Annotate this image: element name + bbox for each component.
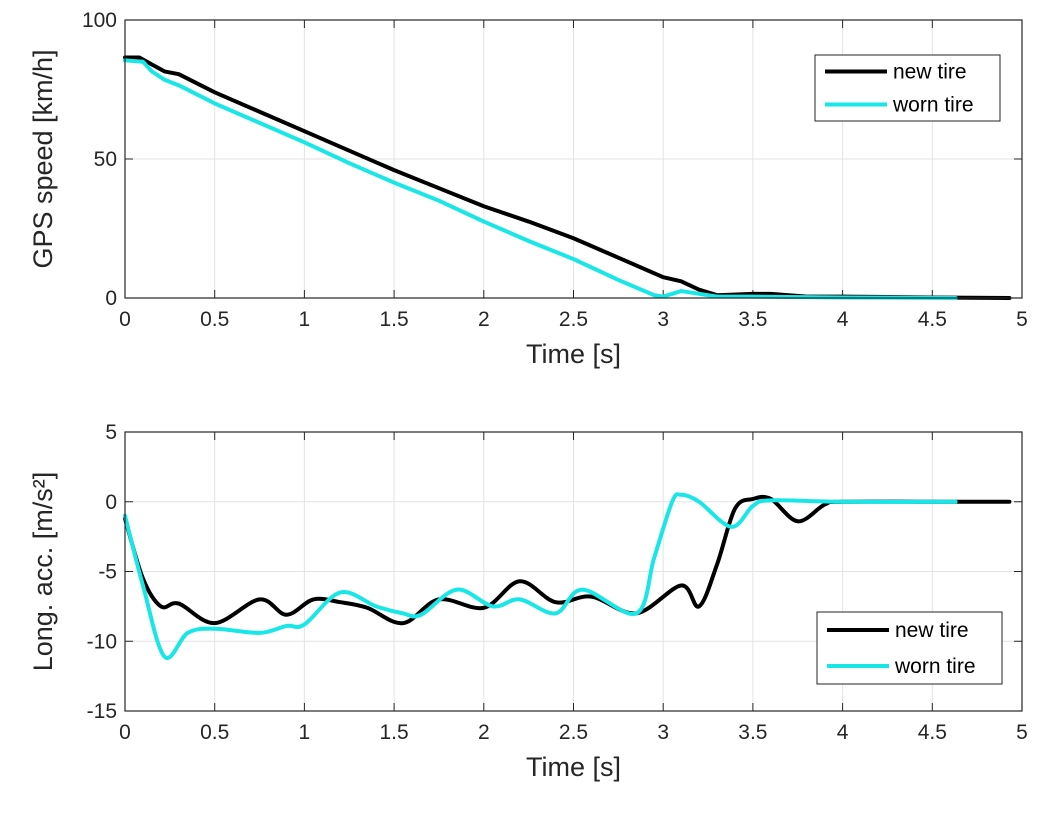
x-tick-label: 4 xyxy=(837,721,849,744)
x-tick-label: 3.5 xyxy=(738,721,767,744)
y-tick-label: 50 xyxy=(94,148,117,171)
x-tick-label: 2 xyxy=(478,308,490,331)
x-tick-label: 5 xyxy=(1016,308,1028,331)
x-tick-label: 1.5 xyxy=(379,308,408,331)
y-tick-label: -10 xyxy=(87,630,117,653)
y-axis-label: Long. acc. [m/s²] xyxy=(28,472,58,672)
legend-label: new tire xyxy=(893,61,967,84)
x-tick-label: 4.5 xyxy=(918,721,947,744)
x-tick-label: 3.5 xyxy=(738,308,767,331)
legend-box xyxy=(816,611,1003,685)
axes-box xyxy=(124,431,1023,712)
y-tick-label: 0 xyxy=(105,491,117,514)
chart-1: 0 0.5 1 1.5 2 2.5 3 3.5 4 4.5 5 -15 -10 -5 0 5 Time [s] L… xyxy=(28,421,1028,782)
x-tick-label: 1 xyxy=(299,721,311,744)
x-tick-label: 4.5 xyxy=(918,308,947,331)
y-tick-label: 0 xyxy=(105,287,117,310)
y-tick-label: -5 xyxy=(98,561,117,584)
x-tick-label: 0 xyxy=(119,308,131,331)
y-tick-label: 5 xyxy=(105,421,117,444)
legend-label: worn tire xyxy=(894,655,976,678)
series-line-new-tire xyxy=(123,494,1012,626)
x-tick-label: 0 xyxy=(119,721,131,744)
x-tick-label: 5 xyxy=(1016,721,1028,744)
x-tick-label: 0.5 xyxy=(200,721,229,744)
x-tick-label: 1.5 xyxy=(379,721,408,744)
x-tick-label: 2.5 xyxy=(559,308,588,331)
legend: new tire worn tire xyxy=(816,611,1003,685)
series-line-worn-tire xyxy=(123,492,958,661)
x-axis-label: Time [s] xyxy=(526,752,621,782)
series-line-new-tire xyxy=(123,55,1012,300)
x-tick-label: 0.5 xyxy=(200,308,229,331)
legend-label: new tire xyxy=(895,619,969,642)
x-tick-label: 3 xyxy=(657,308,669,331)
x-tick-label: 2 xyxy=(478,721,490,744)
x-tick-label: 2.5 xyxy=(559,721,588,744)
series-line-worn-tire xyxy=(123,58,958,300)
y-tick-label: 100 xyxy=(82,9,117,32)
legend-label: worn tire xyxy=(892,94,974,117)
x-tick-label: 4 xyxy=(837,308,849,331)
legend-box xyxy=(814,54,1001,122)
x-axis-label: Time [s] xyxy=(526,339,621,369)
x-tick-label: 1 xyxy=(299,308,311,331)
legend: new tire worn tire xyxy=(814,54,1001,122)
y-tick-label: -15 xyxy=(87,700,117,723)
y-axis-label: GPS speed [km/h] xyxy=(28,49,58,268)
axes-box xyxy=(124,19,1023,299)
x-tick-label: 3 xyxy=(657,721,669,744)
